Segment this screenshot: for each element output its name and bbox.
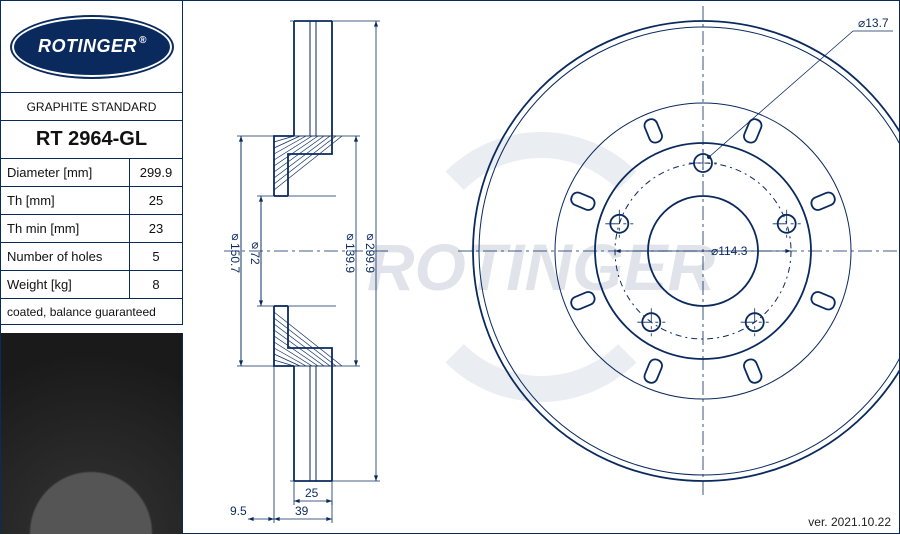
svg-text:⌀139.9: ⌀139.9 <box>343 229 357 273</box>
spec-row: Number of holes5 <box>1 243 182 271</box>
part-number-row: RT 2964-GL <box>1 121 182 159</box>
svg-text:⌀72: ⌀72 <box>248 237 262 265</box>
svg-text:9.5: 9.5 <box>230 504 247 518</box>
spec-label: Weight [kg] <box>1 271 130 298</box>
spec-value: 8 <box>130 277 182 292</box>
logo-box: ROTINGER® <box>1 1 182 93</box>
svg-text:25: 25 <box>305 486 319 500</box>
spec-label: Th min [mm] <box>1 215 130 242</box>
svg-text:⌀299.9: ⌀299.9 <box>363 229 377 273</box>
spec-label: Th [mm] <box>1 187 130 214</box>
svg-text:⌀13.7: ⌀13.7 <box>858 16 889 30</box>
drawing-area: ROTINGER ⌀114.3⌀13.7⌀150.7⌀72⌀299.9⌀139.… <box>183 1 899 533</box>
standard-label: GRAPHITE STANDARD <box>27 100 157 114</box>
spec-row: Th [mm]25 <box>1 187 182 215</box>
version-label: ver. 2021.10.22 <box>808 515 891 529</box>
svg-text:⌀150.7: ⌀150.7 <box>228 229 242 273</box>
registered-icon: ® <box>139 35 147 46</box>
spec-row: Th min [mm]23 <box>1 215 182 243</box>
spec-row: Diameter [mm]299.9 <box>1 159 182 187</box>
part-number: RT 2964-GL <box>36 128 147 151</box>
spec-value: 299.9 <box>130 165 182 180</box>
technical-drawing: ⌀114.3⌀13.7⌀150.7⌀72⌀299.9⌀139.925399.5 <box>183 1 900 535</box>
spec-label: Number of holes <box>1 243 130 270</box>
note-text: coated, balance guaranteed <box>7 305 156 319</box>
spec-value: 23 <box>130 221 182 236</box>
svg-text:39: 39 <box>295 504 309 518</box>
note-row: coated, balance guaranteed <box>1 299 182 325</box>
brand-text: ROTINGER <box>38 36 137 57</box>
page: ROTINGER® GRAPHITE STANDARD RT 2964-GL D… <box>0 0 900 534</box>
brand-logo: ROTINGER® <box>12 17 172 77</box>
product-photo <box>1 333 183 534</box>
spec-value: 5 <box>130 249 182 264</box>
standard-row: GRAPHITE STANDARD <box>1 93 182 121</box>
spec-panel: ROTINGER® GRAPHITE STANDARD RT 2964-GL D… <box>1 1 183 325</box>
spec-row: Weight [kg]8 <box>1 271 182 299</box>
spec-label: Diameter [mm] <box>1 159 130 186</box>
spec-value: 25 <box>130 193 182 208</box>
version-text: ver. 2021.10.22 <box>808 515 891 529</box>
